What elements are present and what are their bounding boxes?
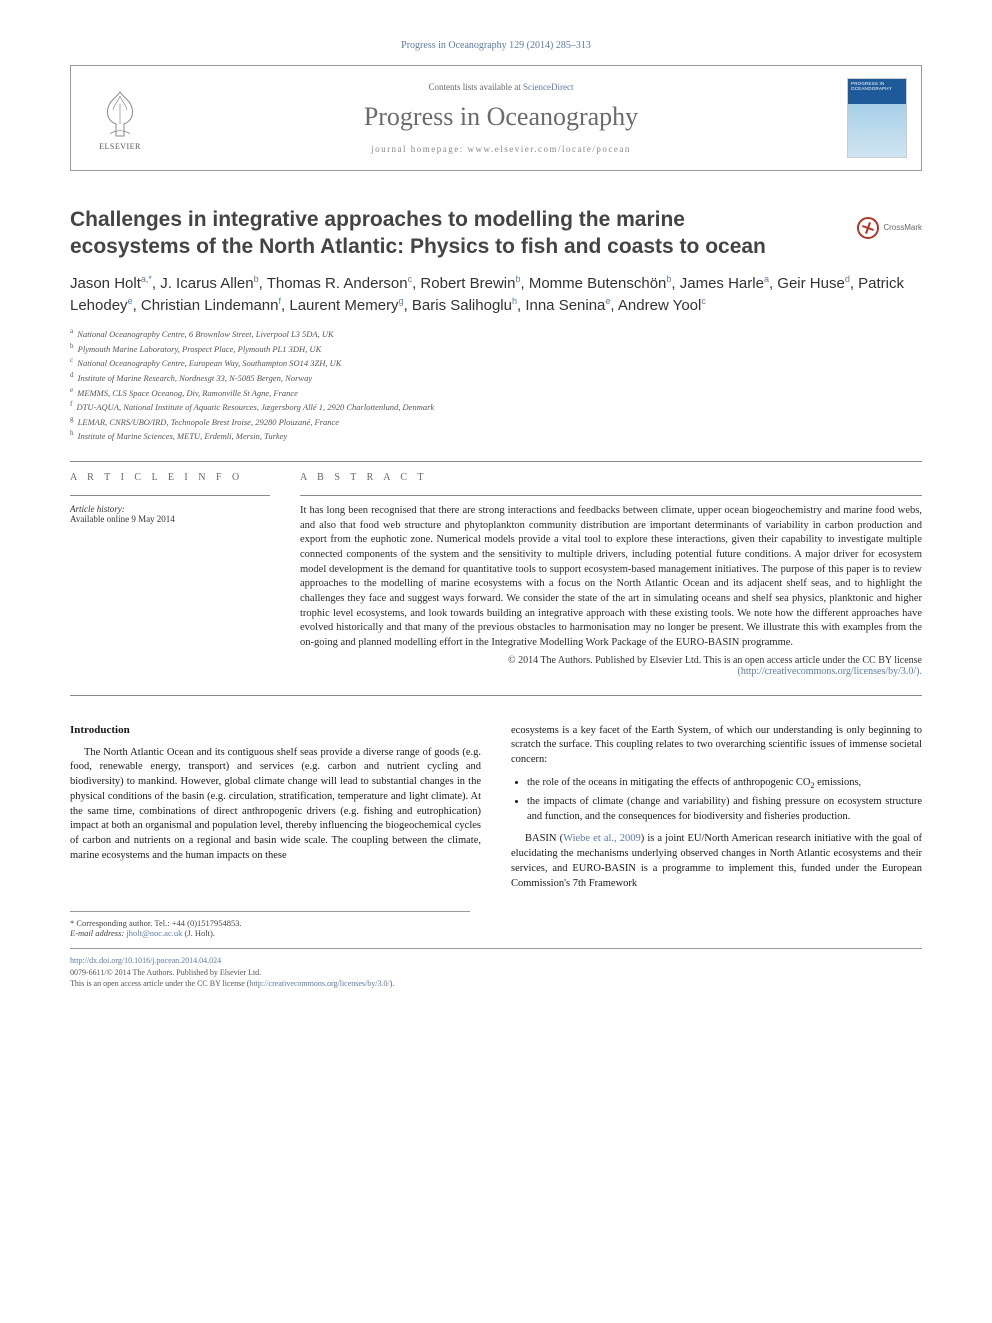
- issn-line: 0079-6611/© 2014 The Authors. Published …: [70, 968, 261, 977]
- crossmark-label: CrossMark: [883, 223, 922, 232]
- contents-available: Contents lists available at ScienceDirec…: [155, 82, 847, 92]
- intro-paragraph-1-cont: ecosystems is a key facet of the Earth S…: [511, 724, 922, 768]
- elsevier-label: ELSEVIER: [99, 142, 141, 151]
- affiliation-item: a National Oceanography Centre, 6 Brownl…: [70, 326, 922, 341]
- affiliations-list: a National Oceanography Centre, 6 Brownl…: [70, 326, 922, 443]
- oa-post: ).: [390, 979, 395, 988]
- history-label: Article history:: [70, 504, 270, 514]
- abstract-block: A B S T R A C T It has long been recogni…: [300, 472, 922, 677]
- citation-link[interactable]: Wiebe et al., 2009: [563, 833, 641, 844]
- divider: [70, 461, 922, 462]
- left-column: Introduction The North Atlantic Ocean an…: [70, 724, 481, 891]
- license-text: © 2014 The Authors. Published by Elsevie…: [508, 655, 922, 666]
- email-link[interactable]: jholt@noc.ac.uk: [126, 928, 182, 938]
- journal-header: ELSEVIER Contents lists available at Sci…: [70, 65, 922, 171]
- cover-label: PROGRESS IN OCEANOGRAPHY: [851, 82, 906, 92]
- affiliation-item: e MEMMS, CLS Space Oceanog, Div, Ramonvi…: [70, 385, 922, 400]
- affiliation-item: c National Oceanography Centre, European…: [70, 355, 922, 370]
- divider: [70, 695, 922, 696]
- intro-paragraph-1: The North Atlantic Ocean and its contigu…: [70, 746, 481, 864]
- p2-pre: BASIN (: [525, 833, 563, 844]
- abstract-text: It has long been recognised that there a…: [300, 504, 922, 651]
- article-info-head: A R T I C L E I N F O: [70, 472, 270, 483]
- journal-name: Progress in Oceanography: [155, 102, 847, 132]
- email-label: E-mail address:: [70, 928, 126, 938]
- journal-reference: Progress in Oceanography 129 (2014) 285–…: [70, 40, 922, 51]
- crossmark-badge[interactable]: CrossMark: [857, 217, 922, 239]
- journal-homepage: journal homepage: www.elsevier.com/locat…: [155, 144, 847, 154]
- homepage-url[interactable]: www.elsevier.com/locate/pocean: [468, 144, 631, 154]
- journal-cover-thumb: PROGRESS IN OCEANOGRAPHY: [847, 78, 907, 158]
- affiliation-item: d Institute of Marine Research, Nordnesg…: [70, 370, 922, 385]
- right-column: ecosystems is a key facet of the Earth S…: [511, 724, 922, 891]
- history-value: Available online 9 May 2014: [70, 514, 270, 524]
- elsevier-logo: ELSEVIER: [85, 78, 155, 158]
- oa-link[interactable]: http://creativecommons.org/licenses/by/3…: [249, 979, 389, 988]
- affiliation-item: b Plymouth Marine Laboratory, Prospect P…: [70, 341, 922, 356]
- homepage-prefix: journal homepage:: [371, 144, 467, 154]
- bottom-bar: http://dx.doi.org/10.1016/j.pocean.2014.…: [70, 948, 922, 990]
- sciencedirect-link[interactable]: ScienceDirect: [523, 82, 573, 92]
- contents-prefix: Contents lists available at: [429, 82, 523, 92]
- elsevier-tree-icon: [96, 86, 144, 140]
- corresponding-author: * Corresponding author. Tel.: +44 (0)151…: [70, 918, 470, 928]
- email-suffix: (J. Holt).: [182, 928, 215, 938]
- doi-link[interactable]: http://dx.doi.org/10.1016/j.pocean.2014.…: [70, 956, 221, 965]
- bullet-item: the impacts of climate (change and varia…: [527, 795, 922, 824]
- introduction-heading: Introduction: [70, 724, 481, 736]
- license-line: © 2014 The Authors. Published by Elsevie…: [300, 655, 922, 677]
- affiliation-item: h Institute of Marine Sciences, METU, Er…: [70, 428, 922, 443]
- footnotes: * Corresponding author. Tel.: +44 (0)151…: [70, 911, 470, 938]
- email-line: E-mail address: jholt@noc.ac.uk (J. Holt…: [70, 928, 470, 938]
- crossmark-icon: [857, 217, 879, 239]
- bullet-item: the role of the oceans in mitigating the…: [527, 776, 922, 791]
- abstract-head: A B S T R A C T: [300, 472, 922, 483]
- article-title: Challenges in integrative approaches to …: [70, 207, 810, 261]
- affiliation-item: f DTU-AQUA, National Institute of Aquati…: [70, 399, 922, 414]
- affiliation-item: g LEMAR, CNRS/UBO/IRD, Technopole Brest …: [70, 414, 922, 429]
- author-list: Jason Holta,*, J. Icarus Allenb, Thomas …: [70, 273, 922, 317]
- intro-paragraph-2: BASIN (Wiebe et al., 2009) is a joint EU…: [511, 832, 922, 891]
- article-info-block: A R T I C L E I N F O Article history: A…: [70, 472, 270, 677]
- oa-pre: This is an open access article under the…: [70, 979, 249, 988]
- license-link[interactable]: (http://creativecommons.org/licenses/by/…: [738, 666, 923, 677]
- bullet-list: the role of the oceans in mitigating the…: [527, 776, 922, 825]
